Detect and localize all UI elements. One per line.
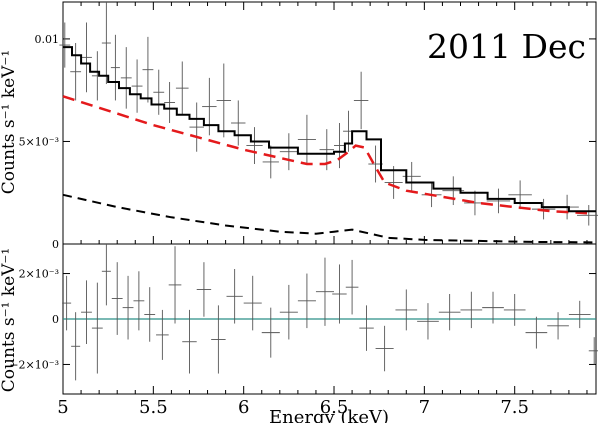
spectrum-data-point [164, 81, 176, 123]
spectrum-data-point [508, 180, 532, 210]
residual-data-point [375, 325, 394, 372]
spectrum-data-point [175, 61, 189, 115]
residual-data-point [315, 257, 335, 326]
residual-data-point [417, 303, 439, 340]
spectrum-data-point [246, 127, 263, 165]
spectrum-data-point [216, 63, 232, 138]
x-tick-labels: 5 5.5 6 6.5 7 7.5 [57, 2, 588, 418]
residual-data-point [438, 294, 461, 331]
residual-data-point [168, 246, 182, 324]
residual-data-point [503, 294, 526, 326]
residual-data-point [156, 309, 169, 360]
spectrum-data-point [384, 166, 403, 199]
spectrum-plot-content [59, 2, 598, 245]
spectrum-data-point [101, 2, 111, 85]
x-tick-label: 7 [419, 397, 430, 418]
spectrum-data-point [110, 34, 120, 101]
residuals-panel: −2×10⁻³ 0 2×10⁻³ Counts s⁻¹ keV⁻¹ [0, 243, 598, 395]
spectrum-data-point [334, 123, 345, 169]
residuals-y-tick-label: −2×10⁻³ [9, 358, 59, 371]
residual-data-point [182, 309, 197, 374]
spectrum-y-axis-label: Counts s⁻¹ keV⁻¹ [0, 50, 19, 194]
spectrum-data-point [189, 102, 204, 152]
residual-data-point [332, 264, 347, 324]
total-model-histogram [63, 46, 596, 213]
spectrum-y-tick-label: 5×10⁻³ [19, 135, 59, 148]
x-axis-label: Energy (keV) [269, 407, 389, 423]
residual-data-point [196, 262, 212, 317]
residuals-y-axis-label: Counts s⁻¹ keV⁻¹ [0, 248, 19, 392]
spectrum-data-point [202, 77, 217, 136]
spectrum-data-point [577, 205, 598, 226]
residual-data-point [345, 259, 359, 315]
residual-data-point [122, 275, 134, 340]
spectrum-data-point [70, 43, 82, 101]
x-tick-label: 5 [57, 397, 68, 418]
spectrum-data-point [131, 59, 143, 113]
spectrum-data-point [59, 22, 71, 68]
residual-data-point [359, 305, 374, 351]
x-tick-label: 6 [238, 397, 249, 418]
residual-data-point [297, 273, 316, 329]
residual-data-point [81, 280, 92, 344]
x-tick-label: 7.5 [500, 397, 529, 418]
residual-data-point [547, 312, 569, 340]
x-tick-label: 5.5 [139, 397, 168, 418]
residual-data-point [261, 307, 280, 358]
primary-model-curve [62, 95, 588, 215]
residual-data-point [133, 271, 145, 331]
residual-data-point [111, 262, 123, 335]
spectrum-data-point [142, 36, 154, 103]
spectrum-y-tick-labels: 0 5×10⁻³ 0.01 [19, 33, 59, 251]
spectrum-data-point [353, 71, 369, 130]
residual-data-point [588, 337, 598, 365]
residual-data-point [568, 300, 591, 329]
residual-data-point [144, 287, 156, 342]
spectrum-y-tick-label: 0.01 [35, 33, 60, 46]
residuals-y-tick-label: 2×10⁻³ [19, 268, 59, 281]
residual-data-point [482, 291, 504, 324]
residuals-plot-content [62, 244, 598, 381]
spectrum-data-point [153, 69, 165, 115]
residual-data-point [211, 305, 226, 374]
residual-data-point [525, 316, 548, 349]
spectrum-data-point [297, 114, 316, 165]
residual-data-point [71, 312, 81, 381]
x-tick-label: 6.5 [320, 397, 349, 418]
residual-data-point [243, 275, 262, 331]
residual-data-point [91, 282, 103, 374]
residual-data-point [460, 291, 483, 329]
spectrum-data-point [262, 145, 279, 179]
residual-data-point [279, 284, 298, 340]
secondary-model-curve [62, 193, 597, 244]
spectrum-data-point [81, 22, 92, 93]
residuals-y-tick-label: 0 [52, 313, 59, 326]
residual-data-point [62, 275, 72, 331]
spectrum-data-point [279, 133, 298, 171]
residual-data-point [101, 244, 111, 306]
spectrum-panel: 0 5×10⁻³ 0.01 2011 Dec Counts s⁻¹ keV⁻¹ [0, 1, 598, 251]
spectrum-y-tick-label: 0 [52, 238, 59, 251]
spectrum-data-point [120, 47, 132, 109]
spectrum-data-point [486, 188, 511, 214]
chart-title: 2011 Dec [427, 27, 586, 66]
residuals-y-tick-labels: −2×10⁻³ 0 2×10⁻³ [9, 268, 59, 372]
residual-data-point [395, 289, 418, 331]
spectrum-data-point [231, 100, 246, 146]
residual-data-point [226, 269, 243, 324]
